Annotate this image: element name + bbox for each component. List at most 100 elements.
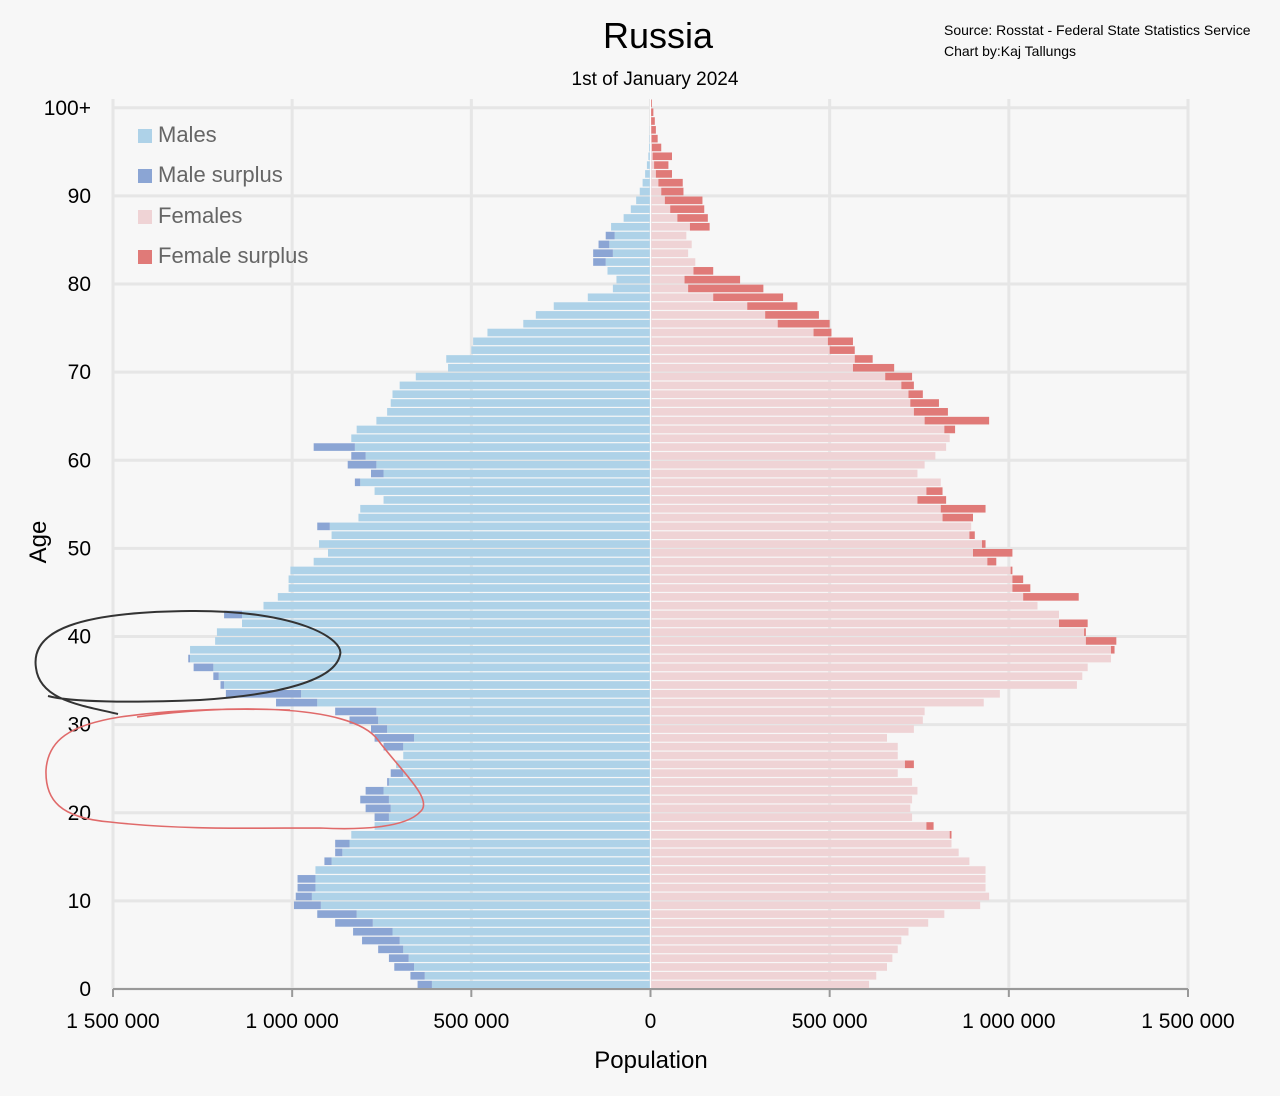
bar-females (650, 196, 665, 205)
bar-females (650, 346, 830, 354)
bar-females (650, 875, 986, 883)
bar-males (383, 469, 651, 478)
bar-females (650, 963, 887, 971)
bar-males (372, 919, 651, 927)
bar-female-surplus (652, 152, 672, 161)
bar-females (650, 187, 662, 196)
bar-male-surplus (335, 919, 373, 927)
bar-males (403, 945, 651, 954)
bar-males (315, 883, 651, 892)
y-tick-label: 20 (68, 802, 91, 825)
bar-females (650, 178, 659, 187)
bar-female-surplus (688, 284, 764, 293)
bar-males (288, 575, 651, 584)
bar-males (646, 161, 651, 169)
chart-subtitle: 1st of January 2024 (572, 69, 739, 90)
bar-females (650, 769, 898, 777)
bar-male-surplus (362, 936, 400, 945)
bar-females (650, 839, 952, 848)
bar-male-surplus (394, 963, 414, 971)
bar-females (650, 205, 671, 213)
bar-females (650, 337, 828, 346)
bar-males (473, 337, 651, 346)
bar-females (650, 866, 986, 874)
bar-males (388, 813, 651, 821)
bar-female-surplus (829, 346, 855, 354)
bar-males (553, 302, 651, 310)
bar-females (650, 593, 1024, 601)
bar-male-surplus (213, 672, 219, 680)
bar-female-surplus (650, 108, 654, 117)
bar-males (351, 434, 651, 443)
bar-males (315, 866, 651, 874)
bar-females (650, 231, 687, 240)
bar-males (403, 769, 651, 777)
bar-female-surplus (904, 760, 914, 769)
bar-male-surplus (354, 478, 361, 487)
bar-males (290, 566, 651, 575)
y-tick-label: 0 (79, 978, 91, 1001)
bar-males (535, 311, 651, 319)
bar-female-surplus (651, 134, 658, 143)
bar-females (650, 945, 898, 954)
bar-females (650, 328, 814, 337)
bar-male-surplus (417, 980, 432, 989)
bar-males (288, 584, 651, 592)
bar-males (612, 249, 651, 258)
bar-female-surplus (655, 170, 672, 178)
bar-female-surplus (693, 267, 714, 275)
bar-females (650, 161, 655, 169)
legend-label-females: Females (158, 203, 242, 228)
bar-female-surplus (1085, 637, 1117, 645)
bar-female-surplus (926, 822, 934, 830)
bar-male-surplus (193, 663, 214, 672)
bar-female-surplus (684, 275, 741, 284)
bar-males (399, 381, 651, 390)
bar-female-surplus (1023, 593, 1079, 601)
bar-females (650, 637, 1086, 645)
bar-males (319, 540, 651, 548)
bar-male-surplus (360, 795, 389, 804)
bar-females (650, 557, 988, 566)
bar-female-surplus (677, 214, 708, 222)
bar-females (650, 399, 911, 407)
bar-female-surplus (661, 187, 684, 196)
x-tick-label: 1 000 000 (245, 1010, 338, 1033)
bar-female-surplus (654, 161, 669, 169)
bar-male-surplus (374, 813, 389, 821)
bar-females (650, 478, 941, 487)
bar-male-surplus (605, 231, 615, 240)
annotation-black-ellipse (34, 609, 342, 715)
bar-females (650, 425, 945, 434)
bar-females (650, 240, 692, 249)
bar-males (523, 319, 651, 328)
bar-males (446, 355, 651, 363)
bar-males (387, 725, 651, 733)
bar-males (242, 610, 651, 619)
bar-female-surplus (689, 222, 710, 231)
bar-males (376, 707, 651, 716)
bar-female-surplus (713, 293, 784, 302)
bar-females (650, 848, 959, 857)
bar-females (650, 443, 947, 451)
bar-male-surplus (365, 804, 391, 813)
bar-males (190, 654, 651, 663)
bar-male-surplus (388, 954, 409, 962)
bar-females (650, 434, 950, 443)
bar-females (650, 883, 986, 892)
bar-males (374, 487, 651, 495)
axes: 1 500 000 1 000 000 500 000 0 500 000 1 000 0… (44, 97, 1235, 1033)
bar-female-surplus (913, 408, 948, 416)
bar-males (216, 628, 651, 636)
bar-female-surplus (1012, 575, 1024, 584)
bar-females (650, 619, 1059, 628)
bar-males (213, 663, 651, 672)
bar-female-surplus (910, 399, 939, 407)
bar-female-surplus (670, 205, 705, 213)
bar-male-surplus (371, 469, 384, 478)
bar-males (623, 214, 651, 222)
y-tick-label: 70 (68, 361, 91, 384)
bar-males (190, 645, 651, 654)
bar-males (317, 698, 651, 707)
x-tick-label: 500 000 (433, 1010, 509, 1033)
